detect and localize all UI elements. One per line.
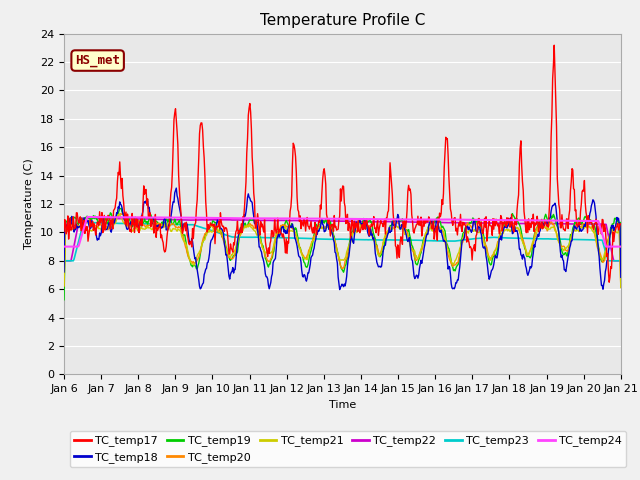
Line: TC_temp22: TC_temp22	[64, 218, 621, 261]
Legend: TC_temp17, TC_temp18, TC_temp19, TC_temp20, TC_temp21, TC_temp22, TC_temp23, TC_: TC_temp17, TC_temp18, TC_temp19, TC_temp…	[70, 431, 627, 468]
TC_temp19	[428, 220, 435, 226]
TC_temp22	[60, 258, 68, 264]
Text: HS_met: HS_met	[75, 54, 120, 67]
TC_temp18	[185, 235, 193, 240]
TC_temp23	[185, 222, 193, 228]
TC_temp19	[128, 224, 136, 229]
TC_temp17	[426, 217, 434, 223]
TC_temp17	[550, 42, 558, 48]
Line: TC_temp17: TC_temp17	[64, 45, 621, 282]
TC_temp18	[412, 274, 419, 280]
TC_temp22	[428, 219, 435, 225]
TC_temp19	[118, 206, 125, 212]
TC_temp20	[185, 255, 193, 261]
TC_temp21	[60, 283, 68, 288]
TC_temp23	[411, 237, 419, 243]
TC_temp19	[70, 215, 78, 220]
TC_temp19	[60, 297, 68, 303]
TC_temp21	[428, 225, 435, 231]
TC_temp24	[185, 215, 193, 221]
Title: Temperature Profile C: Temperature Profile C	[260, 13, 425, 28]
TC_temp21	[411, 249, 419, 254]
TC_temp21	[185, 252, 193, 258]
TC_temp22	[411, 219, 419, 225]
TC_temp22	[617, 258, 625, 264]
TC_temp17	[127, 229, 135, 235]
Line: TC_temp21: TC_temp21	[64, 214, 621, 288]
TC_temp18	[336, 287, 344, 292]
TC_temp24	[83, 214, 91, 220]
TC_temp22	[70, 243, 78, 249]
TC_temp20	[214, 229, 222, 235]
TC_temp17	[410, 230, 418, 236]
TC_temp20	[60, 283, 68, 289]
TC_temp17	[60, 228, 68, 234]
TC_temp23	[617, 258, 625, 264]
TC_temp21	[128, 228, 136, 233]
TC_temp17	[184, 235, 192, 240]
TC_temp17	[605, 279, 613, 285]
TC_temp20	[411, 254, 419, 260]
TC_temp24	[428, 216, 435, 222]
TC_temp18	[70, 229, 78, 235]
TC_temp24	[411, 216, 419, 222]
Y-axis label: Temperature (C): Temperature (C)	[24, 158, 35, 250]
TC_temp18	[617, 275, 625, 280]
TC_temp17	[214, 224, 221, 230]
TC_temp19	[411, 255, 419, 261]
TC_temp24	[128, 215, 136, 220]
TC_temp20	[128, 219, 136, 225]
TC_temp22	[214, 217, 222, 223]
TC_temp24	[214, 215, 222, 221]
Line: TC_temp18: TC_temp18	[64, 188, 621, 289]
Line: TC_temp24: TC_temp24	[64, 217, 621, 247]
TC_temp22	[84, 215, 92, 221]
TC_temp23	[214, 230, 222, 236]
TC_temp21	[115, 211, 123, 217]
TC_temp18	[127, 223, 135, 228]
TC_temp19	[185, 255, 193, 261]
TC_temp18	[60, 269, 68, 275]
TC_temp17	[70, 226, 78, 232]
TC_temp23	[60, 258, 68, 264]
TC_temp23	[128, 221, 136, 227]
X-axis label: Time: Time	[329, 400, 356, 409]
TC_temp20	[70, 223, 78, 228]
TC_temp20	[617, 285, 625, 290]
TC_temp18	[214, 218, 222, 224]
TC_temp24	[60, 244, 68, 250]
TC_temp18	[428, 218, 436, 224]
TC_temp23	[428, 238, 435, 243]
TC_temp19	[214, 229, 222, 235]
TC_temp22	[185, 217, 193, 223]
TC_temp21	[214, 228, 222, 233]
TC_temp24	[70, 244, 78, 250]
TC_temp19	[617, 257, 625, 263]
Line: TC_temp23: TC_temp23	[64, 223, 621, 261]
TC_temp21	[617, 285, 625, 290]
TC_temp17	[617, 222, 625, 228]
TC_temp23	[70, 256, 78, 262]
Line: TC_temp20: TC_temp20	[64, 214, 621, 288]
TC_temp23	[83, 220, 90, 226]
TC_temp20	[118, 211, 126, 216]
TC_temp21	[70, 228, 78, 233]
TC_temp18	[172, 185, 180, 191]
Line: TC_temp19: TC_temp19	[64, 209, 621, 300]
TC_temp22	[128, 216, 136, 222]
TC_temp24	[617, 244, 625, 250]
TC_temp20	[428, 224, 435, 230]
